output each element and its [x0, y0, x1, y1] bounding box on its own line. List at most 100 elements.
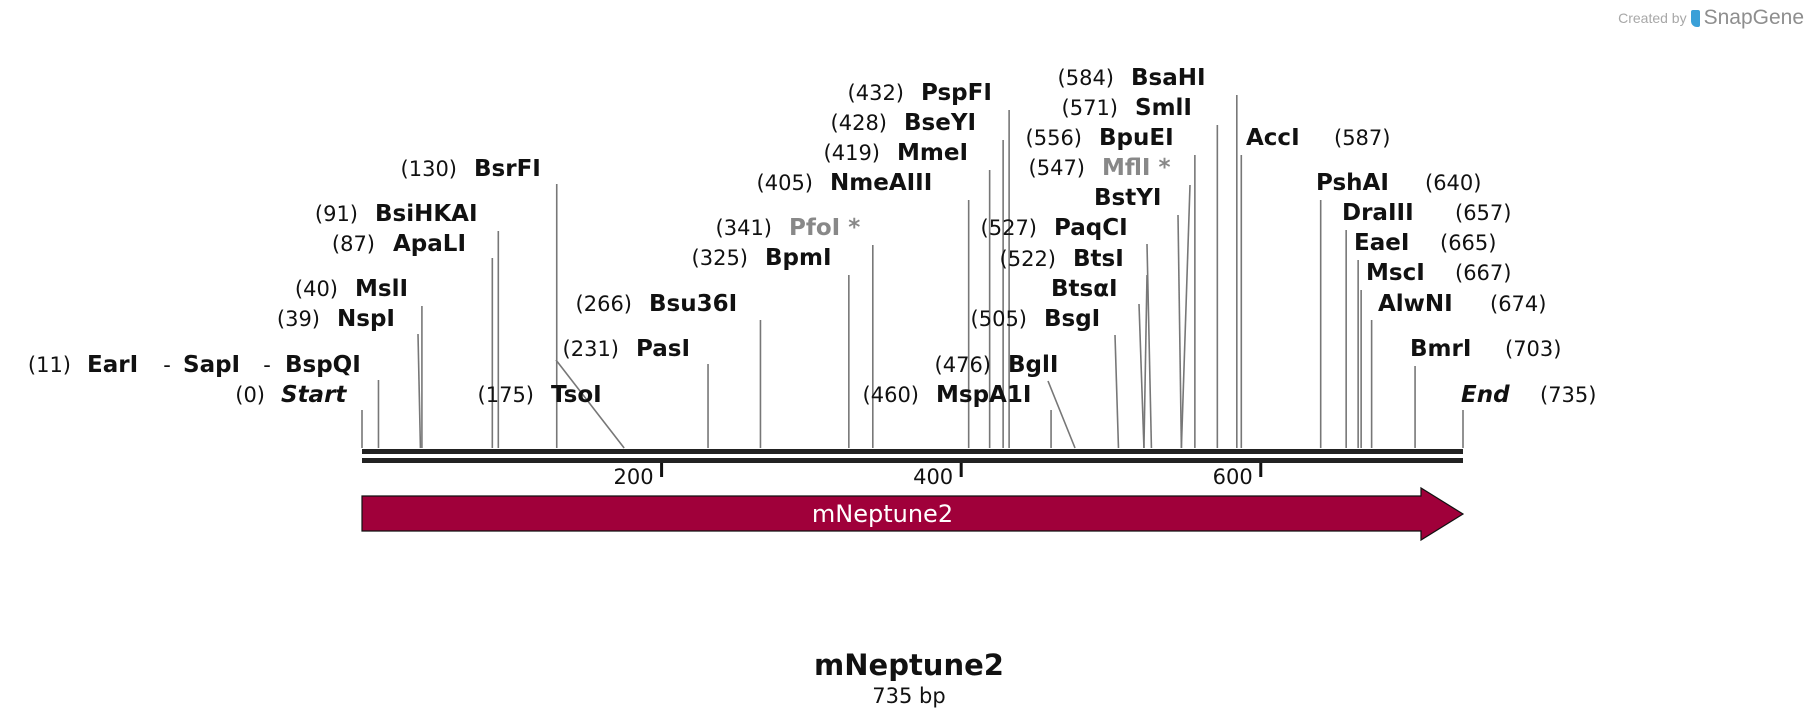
site-position: (640): [1425, 171, 1481, 195]
ruler-tick: [1259, 463, 1263, 477]
site-labels: (0) Start(11) EarI - SapI - BspQI(39) NspI(40) M…: [28, 65, 1597, 408]
site-position: (87): [332, 232, 375, 256]
site-line-nspi: [417, 333, 422, 449]
site-position: (325): [692, 246, 748, 270]
site-name[interactable]: BsiHKAI: [375, 201, 478, 227]
site-name[interactable]: TsoI: [551, 382, 602, 408]
site-line-bgli: [1047, 380, 1076, 449]
site-name[interactable]: PfoI: [789, 215, 840, 241]
site-name[interactable]: BtsαI: [1051, 276, 1118, 302]
dna-backbone: [362, 449, 1463, 463]
site-position: (587): [1334, 126, 1390, 150]
site-position: (405): [757, 171, 813, 195]
site-separator: -: [263, 353, 271, 377]
site-position: (556): [1026, 126, 1082, 150]
site-position: (735): [1540, 383, 1596, 407]
site-name[interactable]: BglI: [1008, 352, 1058, 378]
site-name[interactable]: NmeAIII: [830, 170, 932, 196]
site-position: (571): [1062, 96, 1118, 120]
feature-label: mNeptune2: [812, 500, 953, 528]
site-name[interactable]: BsaHI: [1131, 65, 1206, 91]
site-name[interactable]: MslI: [355, 276, 408, 302]
snapgene-logo-icon: [1690, 9, 1700, 27]
site-position: (0): [235, 383, 265, 407]
feature-arrow-shape[interactable]: [361, 486, 1465, 542]
site-position: (428): [831, 111, 887, 135]
site-name[interactable]: Bsu36I: [649, 291, 737, 317]
site-name[interactable]: PshAI: [1316, 170, 1389, 196]
site-name[interactable]: ApaLI: [393, 231, 466, 257]
site-name[interactable]: PasI: [636, 336, 690, 362]
site-name[interactable]: PspFI: [921, 80, 992, 106]
ruler-tick-label: 600: [1213, 465, 1253, 489]
site-lines: [361, 95, 1464, 449]
site-mark: *: [848, 215, 860, 241]
credit-prefix: Created by: [1618, 10, 1687, 26]
site-position: (547): [1029, 156, 1085, 180]
sequence-name: mNeptune2: [814, 648, 1004, 682]
site-name[interactable]: BmrI: [1410, 336, 1471, 362]
ruler-tick-label: 200: [613, 465, 653, 489]
site-position: (460): [863, 383, 919, 407]
sequence-length: 735 bp: [872, 684, 946, 708]
backbone-strand-bottom: [362, 458, 1463, 463]
site-position: (476): [935, 353, 991, 377]
site-position: (11): [28, 353, 71, 377]
site-name[interactable]: Start: [281, 382, 347, 408]
site-name[interactable]: MflI: [1102, 155, 1151, 181]
site-name[interactable]: EarI: [87, 352, 138, 378]
site-position: (91): [315, 202, 358, 226]
site-position: (584): [1058, 66, 1114, 90]
site-position: (522): [1000, 247, 1056, 271]
snapgene-credit: Created by SnapGene: [1618, 6, 1804, 30]
site-position: (527): [981, 216, 1037, 240]
ruler-tick-label: 400: [913, 465, 953, 489]
ruler-tick: [660, 463, 664, 477]
backbone-strand-top: [362, 449, 1463, 454]
site-line-bstyi: [1177, 214, 1183, 449]
site-position: (674): [1490, 292, 1546, 316]
site-position: (657): [1455, 201, 1511, 225]
site-name[interactable]: BsrFI: [474, 156, 541, 182]
site-position: (231): [563, 337, 619, 361]
site-name[interactable]: BtsI: [1073, 246, 1124, 272]
site-name[interactable]: BsgI: [1044, 306, 1100, 332]
site-name[interactable]: BpmI: [765, 245, 832, 271]
site-line-mfli: [1180, 184, 1191, 449]
site-name[interactable]: MmeI: [897, 140, 968, 166]
sequence-title-block: mNeptune2 735 bp: [0, 648, 1818, 708]
site-name[interactable]: PaqCI: [1054, 215, 1128, 241]
site-line-paqci: [1146, 243, 1153, 449]
site-position: (266): [576, 292, 632, 316]
site-position: (40): [295, 277, 338, 301]
feature-arrow[interactable]: mNeptune2: [361, 486, 1465, 542]
credit-brand: SnapGene: [1703, 6, 1804, 29]
site-line-tsoi: [555, 359, 625, 449]
site-mark: *: [1159, 155, 1171, 181]
site-name[interactable]: NspI: [337, 306, 395, 332]
site-name[interactable]: BspQI: [285, 352, 361, 378]
ruler-tick: [959, 463, 963, 477]
site-position: (175): [478, 383, 534, 407]
site-name[interactable]: SapI: [183, 352, 240, 378]
site-position: (341): [716, 216, 772, 240]
site-name[interactable]: EaeI: [1354, 230, 1409, 256]
site-name[interactable]: MspA1I: [936, 382, 1031, 408]
site-name[interactable]: AlwNI: [1378, 291, 1453, 317]
site-name[interactable]: DraIII: [1342, 200, 1414, 226]
site-name[interactable]: AccI: [1246, 125, 1300, 151]
site-position: (703): [1505, 337, 1561, 361]
site-name[interactable]: End: [1461, 382, 1510, 408]
site-position: (130): [401, 157, 457, 181]
site-name[interactable]: MscI: [1366, 260, 1425, 286]
site-line-btsi: [1143, 274, 1148, 449]
site-position: (665): [1440, 231, 1496, 255]
site-line-btsαi: [1138, 303, 1145, 449]
site-name[interactable]: BstYI: [1094, 185, 1161, 211]
site-name[interactable]: BseYI: [904, 110, 976, 136]
site-name[interactable]: BpuEI: [1099, 125, 1174, 151]
site-position: (432): [848, 81, 904, 105]
site-name[interactable]: SmlI: [1135, 95, 1192, 121]
ruler: 200 400 600: [613, 463, 1263, 489]
